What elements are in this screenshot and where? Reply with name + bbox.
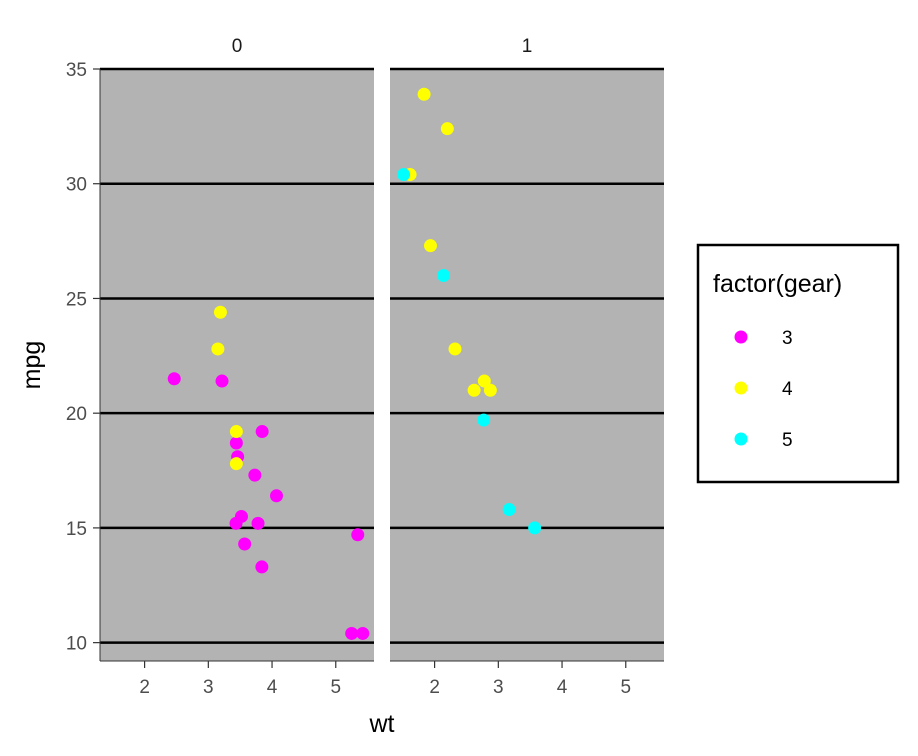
point-gear-3-panel-0-2 xyxy=(229,436,243,450)
legend-label-4: 4 xyxy=(782,379,793,400)
legend: factor(gear) 3 4 5 xyxy=(696,243,900,484)
x-tick-label-panel-0-4: 4 xyxy=(267,677,278,698)
point-gear-3-panel-0-6 xyxy=(251,516,265,530)
point-gear-4-panel-0-2 xyxy=(229,425,243,439)
panel-1-strip-label: 1 xyxy=(522,36,533,57)
y-tick-label-25: 25 xyxy=(66,289,87,310)
x-tick-label-panel-1-5: 5 xyxy=(620,677,631,698)
y-tick-label-15: 15 xyxy=(66,519,87,540)
point-gear-4-panel-1-1 xyxy=(483,383,497,397)
point-gear-3-panel-0-14 xyxy=(234,509,248,523)
x-tick-label-panel-1-2: 2 xyxy=(429,677,440,698)
legend-label-5: 5 xyxy=(782,430,793,451)
legend-items: 3 4 5 xyxy=(734,328,793,451)
legend-key-4 xyxy=(734,381,748,395)
point-gear-4-panel-1-6 xyxy=(423,239,437,253)
panel-1-background xyxy=(390,69,664,661)
axes: 10 15 20 25 30 35 2 3 4 5 2 3 4 5 xyxy=(66,60,664,698)
legend-key-5 xyxy=(734,432,748,446)
x-tick-label-panel-0-5: 5 xyxy=(330,677,341,698)
x-tick-label-panel-0-2: 2 xyxy=(139,677,150,698)
data-points xyxy=(167,87,542,640)
point-gear-4-panel-0-3 xyxy=(229,457,243,471)
y-tick-label-10: 10 xyxy=(66,634,87,655)
x-axis-title: wt xyxy=(369,710,395,738)
point-gear-3-panel-0-7 xyxy=(255,560,269,574)
y-tick-label-35: 35 xyxy=(66,60,87,81)
point-gear-5-panel-1-2 xyxy=(502,503,516,517)
legend-title: factor(gear) xyxy=(713,270,842,298)
point-gear-3-panel-0-9 xyxy=(270,489,284,503)
point-gear-5-panel-1-4 xyxy=(528,521,542,535)
legend-label-3: 3 xyxy=(782,328,793,349)
legend-box xyxy=(696,243,900,484)
point-gear-3-panel-0-0 xyxy=(167,372,181,386)
point-gear-5-panel-1-1 xyxy=(397,168,411,182)
grid-lines xyxy=(100,67,664,644)
point-gear-4-panel-1-5 xyxy=(417,87,431,101)
y-tick-label-30: 30 xyxy=(66,175,87,196)
point-gear-3-panel-0-10 xyxy=(345,626,359,640)
panel-0-strip-label: 0 xyxy=(232,36,243,57)
point-gear-4-panel-1-0 xyxy=(467,383,481,397)
y-tick-label-20: 20 xyxy=(66,404,87,425)
panel-0-background xyxy=(100,69,374,661)
point-gear-3-panel-0-12 xyxy=(356,626,370,640)
point-gear-3-panel-0-5 xyxy=(248,468,262,482)
point-gear-3-panel-0-4 xyxy=(238,537,252,551)
point-gear-3-panel-0-1 xyxy=(215,374,229,388)
point-gear-4-panel-0-0 xyxy=(213,305,227,319)
point-gear-3-panel-0-11 xyxy=(351,528,365,542)
x-tick-label-panel-1-4: 4 xyxy=(557,677,568,698)
x-tick-label-panel-0-3: 3 xyxy=(203,677,214,698)
legend-key-3 xyxy=(734,330,748,344)
point-gear-3-panel-0-8 xyxy=(255,425,269,439)
point-gear-4-panel-1-3 xyxy=(440,122,454,136)
point-gear-4-panel-0-1 xyxy=(211,342,225,356)
x-tick-label-panel-1-3: 3 xyxy=(493,677,504,698)
point-gear-5-panel-1-0 xyxy=(437,269,451,283)
y-axis-title: mpg xyxy=(18,341,46,390)
point-gear-4-panel-1-7 xyxy=(477,374,491,388)
point-gear-5-panel-1-3 xyxy=(477,413,491,427)
point-gear-4-panel-1-2 xyxy=(448,342,462,356)
